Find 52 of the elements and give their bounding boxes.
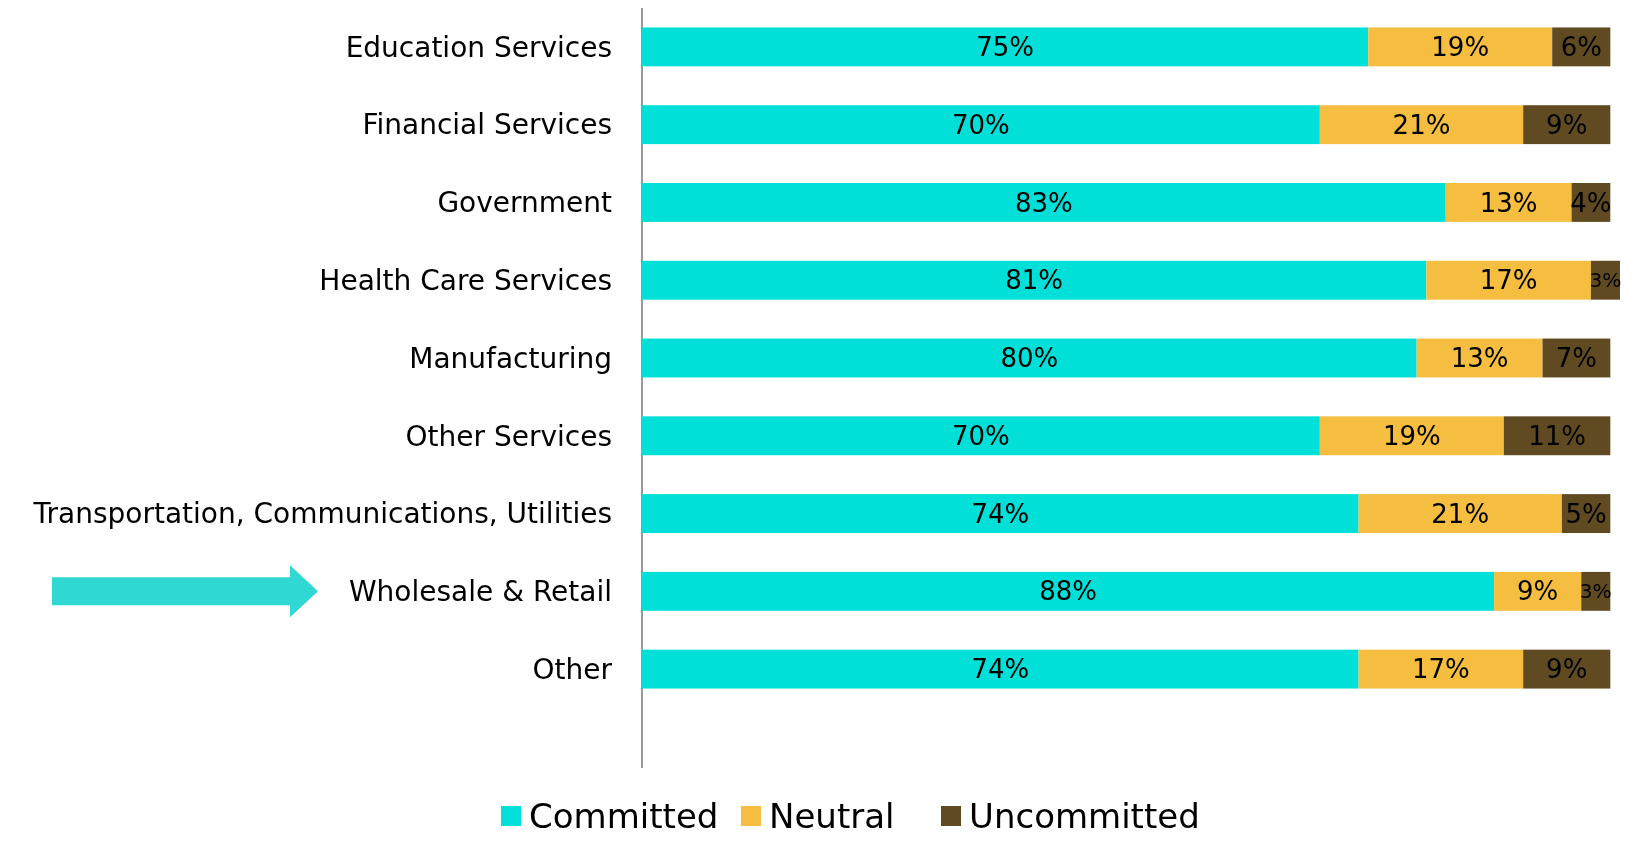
bar bbox=[642, 183, 1446, 222]
data-label: 5% bbox=[1565, 498, 1607, 529]
data-label: 21% bbox=[1392, 109, 1451, 140]
data-label: 11% bbox=[1528, 420, 1586, 451]
data-label: 17% bbox=[1411, 654, 1470, 685]
data-label: 88% bbox=[1039, 576, 1097, 607]
y-tick-label: Education Services bbox=[345, 30, 612, 64]
data-label: 81% bbox=[1005, 265, 1064, 296]
data-label: 7% bbox=[1555, 343, 1598, 374]
y-tick-label: Health Care Services bbox=[319, 264, 612, 298]
y-tick-label: Transportation, Communications, Utilities bbox=[32, 497, 612, 531]
bar bbox=[1358, 649, 1524, 689]
data-label: 83% bbox=[1014, 187, 1073, 218]
data-label: 74% bbox=[971, 498, 1030, 529]
bar bbox=[642, 494, 1359, 533]
y-tick-label: Wholesale & Retail bbox=[348, 575, 612, 609]
bar bbox=[1319, 416, 1504, 456]
bar bbox=[1445, 183, 1572, 222]
data-label: 19% bbox=[1382, 420, 1441, 451]
data-label: 9% bbox=[1517, 576, 1559, 607]
data-label: 9% bbox=[1546, 654, 1588, 685]
data-label: 13% bbox=[1450, 343, 1509, 374]
data-label: 70% bbox=[952, 420, 1010, 451]
data-label: 80% bbox=[1000, 343, 1059, 374]
bar bbox=[642, 649, 1359, 689]
legend-label: Committed bbox=[529, 795, 719, 836]
y-tick-label: Manufacturing bbox=[409, 341, 612, 375]
y-tick-label: Other bbox=[532, 652, 613, 686]
bar bbox=[642, 27, 1369, 67]
legend-label: Neutral bbox=[769, 795, 895, 836]
data-label: 19% bbox=[1431, 31, 1490, 62]
data-label: 21% bbox=[1431, 498, 1490, 529]
data-label: 6% bbox=[1560, 31, 1602, 62]
bar bbox=[642, 416, 1320, 456]
bar bbox=[1319, 105, 1524, 145]
bar bbox=[1368, 27, 1553, 67]
bar bbox=[1358, 494, 1562, 533]
legend-label: Uncommitted bbox=[969, 795, 1200, 836]
bar bbox=[642, 571, 1495, 611]
data-label: 70% bbox=[952, 109, 1010, 140]
y-tick-label: Government bbox=[437, 186, 613, 220]
bar bbox=[642, 260, 1427, 300]
y-tick-label: Other Services bbox=[405, 419, 612, 453]
bar bbox=[642, 338, 1417, 378]
data-label: 74% bbox=[971, 654, 1030, 685]
data-label: 17% bbox=[1479, 265, 1538, 296]
data-label: 75% bbox=[976, 31, 1035, 62]
data-label: 9% bbox=[1546, 109, 1588, 140]
bar bbox=[642, 105, 1320, 145]
bar bbox=[1426, 260, 1591, 300]
data-label: 13% bbox=[1479, 187, 1538, 218]
y-tick-label: Financial Services bbox=[362, 108, 612, 142]
